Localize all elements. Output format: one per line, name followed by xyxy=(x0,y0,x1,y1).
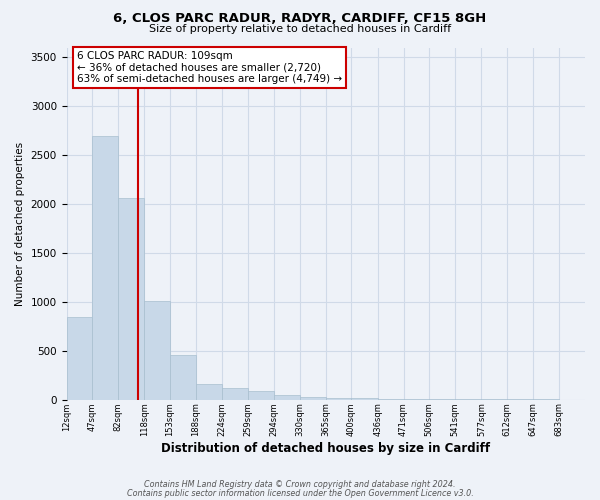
Text: Contains HM Land Registry data © Crown copyright and database right 2024.: Contains HM Land Registry data © Crown c… xyxy=(144,480,456,489)
Text: Contains public sector information licensed under the Open Government Licence v3: Contains public sector information licen… xyxy=(127,488,473,498)
Bar xyxy=(378,398,404,400)
Text: Size of property relative to detached houses in Cardiff: Size of property relative to detached ho… xyxy=(149,24,451,34)
Bar xyxy=(196,384,222,400)
Text: 6, CLOS PARC RADUR, RADYR, CARDIFF, CF15 8GH: 6, CLOS PARC RADUR, RADYR, CARDIFF, CF15… xyxy=(113,12,487,26)
Text: 6 CLOS PARC RADUR: 109sqm
← 36% of detached houses are smaller (2,720)
63% of se: 6 CLOS PARC RADUR: 109sqm ← 36% of detac… xyxy=(77,51,342,84)
Bar xyxy=(170,354,196,400)
Bar xyxy=(300,396,326,400)
Y-axis label: Number of detached properties: Number of detached properties xyxy=(15,142,25,306)
Bar xyxy=(67,316,92,400)
Bar xyxy=(326,398,352,400)
X-axis label: Distribution of detached houses by size in Cardiff: Distribution of detached houses by size … xyxy=(161,442,490,455)
Bar xyxy=(352,398,378,400)
Bar xyxy=(222,388,248,400)
Bar xyxy=(274,395,300,400)
Bar xyxy=(248,391,274,400)
Bar xyxy=(118,198,145,400)
Bar xyxy=(404,399,430,400)
Bar xyxy=(145,301,170,400)
Bar xyxy=(92,136,118,400)
